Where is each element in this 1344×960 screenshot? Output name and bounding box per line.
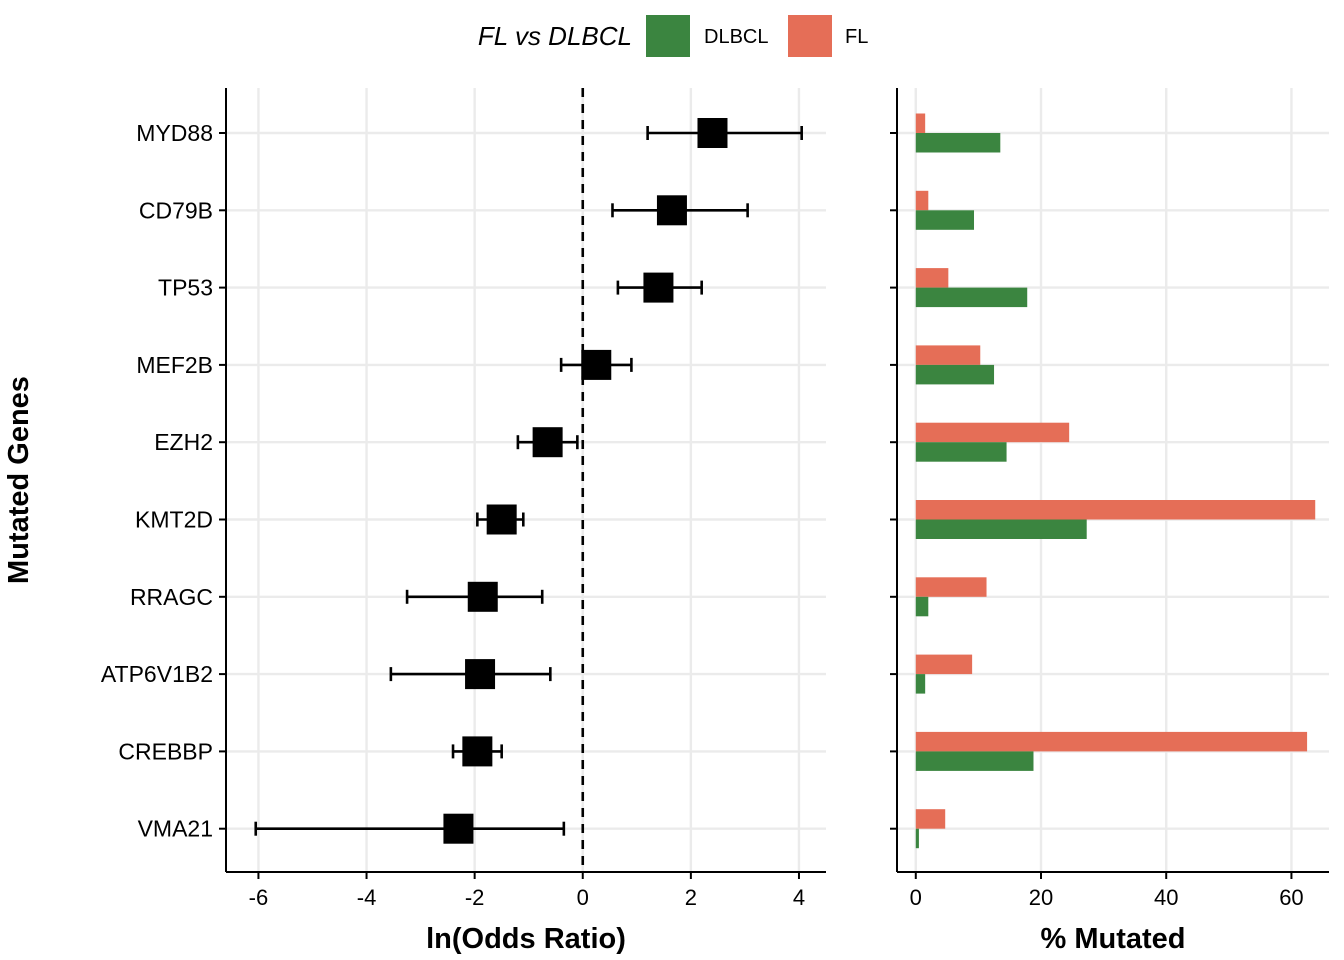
bar-fl	[915, 654, 973, 675]
gene-label: TP53	[158, 275, 213, 301]
forest-x-tick-label: 4	[793, 885, 805, 910]
bar-fl	[915, 345, 981, 365]
estimate-marker	[532, 427, 563, 458]
gene-label: CD79B	[139, 197, 213, 223]
forest-x-tick-label: -2	[465, 885, 485, 910]
estimate-marker	[462, 736, 493, 767]
estimate-marker	[643, 272, 674, 303]
y-axis-title: Mutated Genes	[3, 376, 35, 584]
legend-label-fl: FL	[845, 26, 868, 48]
bar-x-tick-label: 40	[1154, 885, 1178, 910]
bar-x-tick-label: 60	[1279, 885, 1303, 910]
gene-label: ATP6V1B2	[101, 661, 213, 687]
estimate-marker	[697, 118, 728, 148]
forest-point-group	[616, 272, 703, 303]
bar-fl	[915, 731, 1308, 752]
bar-chart-panel: 0 20 40 60	[890, 88, 1329, 910]
bar-dlbcl	[915, 519, 1087, 539]
bar-dlbcl	[915, 287, 1028, 308]
bar-fl	[915, 190, 929, 211]
gene-label: EZH2	[154, 429, 213, 455]
forest-plot-panel: -6 -4 -2 0 2 4 MYD88 CD79B TP53 MEF2B EZH2 KMT2D RRA…	[101, 88, 826, 910]
forest-x-tick-label: -4	[357, 885, 377, 910]
estimate-marker	[465, 659, 496, 690]
gene-label: CREBBP	[118, 738, 213, 764]
bar-fl	[915, 500, 1316, 520]
forest-x-tick-label: -6	[249, 885, 269, 910]
estimate-marker	[656, 195, 687, 226]
bar-x-tick-label: 20	[1029, 885, 1053, 910]
legend-swatch-fl	[788, 15, 832, 57]
bar-fl	[915, 422, 1070, 443]
forest-x-tick-label: 2	[685, 885, 697, 910]
bar-dlbcl	[915, 828, 919, 849]
bar-fl	[915, 809, 946, 829]
forest-point-group	[646, 118, 803, 148]
forest-x-tick-label: 0	[577, 885, 589, 910]
forest-point-group	[451, 736, 503, 767]
legend: FL vs DLBCL DLBCL FL	[478, 15, 868, 57]
bar-fl	[915, 268, 949, 288]
forest-point-group	[516, 427, 579, 458]
forest-point-group	[476, 504, 525, 535]
bar-dlbcl	[915, 210, 975, 230]
forest-x-axis-title: ln(Odds Ratio)	[426, 923, 626, 955]
bar-dlbcl	[915, 596, 929, 617]
bar-x-tick-label: 0	[910, 885, 922, 910]
bar-fl	[915, 113, 926, 133]
bar-dlbcl	[915, 674, 926, 694]
legend-swatch-dlbcl	[646, 15, 690, 57]
bar-dlbcl	[915, 133, 1001, 153]
bar-dlbcl	[915, 751, 1034, 771]
gene-label: MEF2B	[136, 352, 213, 378]
gene-label: MYD88	[136, 120, 213, 146]
bar-fl	[915, 577, 987, 597]
forest-point-group	[254, 813, 566, 844]
gene-label: KMT2D	[135, 507, 213, 533]
bar-dlbcl	[915, 364, 995, 385]
bar-x-axis-title: % Mutated	[1041, 923, 1186, 955]
legend-title: FL vs DLBCL	[478, 21, 632, 51]
estimate-marker	[486, 504, 517, 535]
gene-label: RRAGC	[130, 584, 213, 610]
estimate-marker	[443, 813, 474, 844]
bar-dlbcl	[915, 442, 1007, 462]
forest-point-group	[389, 659, 552, 690]
estimate-marker	[467, 581, 498, 612]
forest-point-group	[405, 581, 544, 612]
forest-point-group	[559, 349, 633, 380]
legend-label-dlbcl: DLBCL	[704, 26, 768, 48]
forest-point-group	[611, 195, 749, 226]
gene-label: VMA21	[138, 816, 213, 842]
estimate-marker	[581, 349, 612, 380]
